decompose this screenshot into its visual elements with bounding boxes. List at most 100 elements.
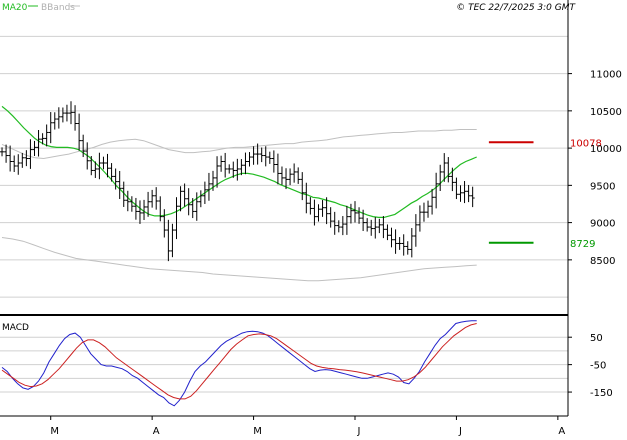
price-bar bbox=[446, 157, 451, 183]
price-bar bbox=[279, 166, 284, 185]
price-bar bbox=[255, 143, 260, 165]
upper-band bbox=[1, 129, 477, 160]
ma20-line bbox=[1, 105, 477, 218]
price-bar bbox=[324, 197, 329, 225]
price-bar bbox=[85, 142, 90, 170]
price-bar bbox=[40, 133, 45, 145]
price-bar bbox=[271, 150, 276, 173]
price-bar bbox=[267, 151, 272, 164]
price-bar bbox=[178, 186, 183, 212]
price-bar bbox=[186, 188, 191, 216]
price-bar bbox=[129, 196, 134, 212]
price-bar bbox=[357, 207, 362, 224]
price-bar bbox=[0, 147, 5, 157]
price-bar bbox=[300, 172, 305, 201]
price-bar bbox=[121, 181, 126, 207]
price-bar bbox=[316, 204, 321, 222]
price-bar bbox=[421, 202, 426, 222]
macd-grid bbox=[0, 336, 568, 393]
price-bar bbox=[158, 196, 163, 222]
price-bar bbox=[64, 104, 69, 122]
price-bar bbox=[154, 187, 159, 210]
price-bar bbox=[438, 164, 443, 192]
price-bar bbox=[56, 107, 61, 129]
price-bar bbox=[113, 168, 118, 190]
price-bar bbox=[373, 217, 378, 239]
price-bar bbox=[292, 163, 297, 183]
time-tick-label: J bbox=[357, 426, 361, 437]
price-bar bbox=[146, 191, 151, 217]
price-bar bbox=[109, 163, 114, 182]
price-bar bbox=[206, 172, 211, 201]
price-bar bbox=[304, 182, 309, 214]
price-bar bbox=[312, 199, 317, 226]
price-bar bbox=[401, 234, 406, 256]
price-bar bbox=[263, 146, 268, 167]
price-bar bbox=[409, 228, 414, 258]
price-bar bbox=[117, 170, 122, 199]
price-bar bbox=[211, 170, 215, 191]
resistance-label: 10078 bbox=[570, 138, 602, 149]
price-bar bbox=[235, 158, 240, 181]
price-bar bbox=[182, 183, 187, 207]
copyright-text: © TEC 22/7/2025 3:0 GMT bbox=[456, 3, 576, 13]
price-bar bbox=[162, 209, 167, 238]
price-bar bbox=[470, 186, 475, 208]
price-bar bbox=[336, 220, 341, 233]
price-bar bbox=[389, 227, 394, 248]
price-bar bbox=[247, 152, 252, 167]
price-bar bbox=[296, 167, 301, 184]
price-bar bbox=[413, 214, 418, 247]
price-bar bbox=[288, 168, 293, 186]
price-tick-label: 11000 bbox=[590, 70, 622, 81]
signal-line bbox=[1, 323, 477, 400]
price-bar bbox=[4, 144, 9, 163]
price-bar bbox=[150, 189, 155, 208]
price-bar bbox=[81, 134, 86, 158]
macd-lines bbox=[1, 320, 477, 407]
price-bar bbox=[166, 219, 171, 262]
macd-tick-label: 50 bbox=[590, 333, 603, 344]
price-bar bbox=[397, 237, 402, 250]
price-bar bbox=[36, 129, 41, 157]
price-bar bbox=[93, 161, 98, 178]
price-bar bbox=[393, 229, 398, 254]
price-bar bbox=[227, 164, 232, 174]
price-bar bbox=[223, 152, 228, 178]
bbands-legend-label: BBands bbox=[41, 3, 75, 13]
price-bar bbox=[194, 192, 199, 221]
price-bar bbox=[430, 188, 435, 215]
time-tick-label: M bbox=[253, 426, 262, 437]
price-bar bbox=[8, 145, 13, 172]
price-bar bbox=[219, 155, 224, 172]
price-bar bbox=[215, 156, 220, 188]
price-bar bbox=[16, 154, 21, 175]
price-bar bbox=[442, 153, 447, 182]
ma-legend-label: MA20 bbox=[2, 3, 28, 13]
macd-axis-labels: 50 -50 -150 bbox=[568, 333, 613, 399]
price-bar bbox=[417, 205, 422, 232]
price-tick-label: 9500 bbox=[590, 181, 615, 192]
price-bar bbox=[454, 177, 459, 200]
price-bar bbox=[450, 167, 455, 192]
price-bar bbox=[275, 153, 280, 185]
price-bar bbox=[365, 218, 370, 232]
price-bar bbox=[101, 156, 106, 170]
price-bar bbox=[48, 112, 53, 144]
price-bar bbox=[320, 200, 325, 217]
macd-tick-label: -150 bbox=[590, 388, 613, 399]
price-bar bbox=[361, 209, 366, 232]
price-bar bbox=[426, 200, 431, 218]
price-bar bbox=[77, 113, 82, 151]
price-bar bbox=[385, 224, 390, 241]
price-bars bbox=[0, 101, 475, 262]
price-bar bbox=[190, 198, 195, 219]
price-bar bbox=[462, 181, 467, 204]
price-bar bbox=[381, 216, 386, 239]
price-bar bbox=[328, 207, 333, 228]
price-bar bbox=[308, 197, 313, 215]
macd-title: MACD bbox=[2, 323, 29, 333]
price-bar bbox=[259, 147, 264, 163]
